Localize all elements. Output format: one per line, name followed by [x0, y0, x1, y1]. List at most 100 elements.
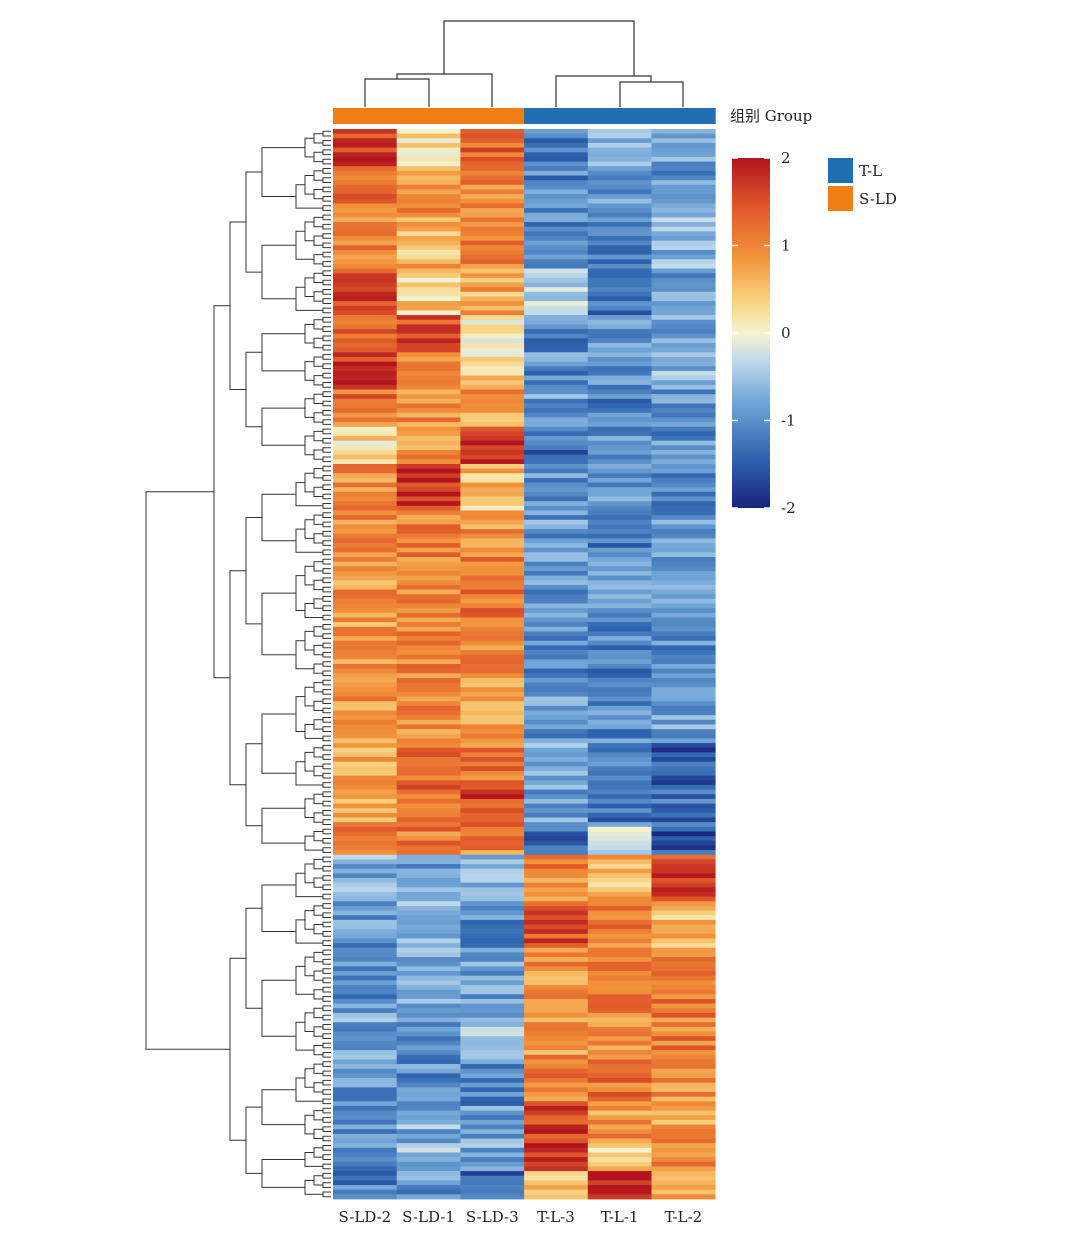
heatmap-cell: [651, 724, 716, 730]
row-dendro-link: [322, 949, 331, 956]
row-dendro-link: [261, 244, 296, 300]
heatmap-cell: [396, 361, 461, 367]
heatmap-cell: [396, 389, 461, 395]
heatmap-cell: [333, 277, 398, 283]
heatmap-cell: [460, 631, 525, 637]
heatmap-cell: [587, 896, 652, 902]
heatmap-cell: [396, 631, 461, 637]
heatmap-cell: [587, 1003, 652, 1009]
heatmap-cell: [396, 664, 461, 670]
heatmap-cell: [524, 738, 589, 744]
heatmap-cell: [396, 450, 461, 456]
heatmap-cell: [651, 966, 716, 972]
row-dendro-link: [322, 921, 331, 928]
heatmap-cell: [460, 910, 525, 916]
heatmap-cell: [333, 1036, 398, 1042]
row-dendro-link: [313, 877, 323, 888]
row-dendro-link: [229, 570, 246, 786]
heatmap-cell: [587, 166, 652, 172]
heatmap-cell: [524, 184, 589, 190]
heatmap-cell: [396, 598, 461, 604]
heatmap-cell: [460, 394, 525, 400]
heatmap-cell: [524, 291, 589, 297]
heatmap-cell: [587, 812, 652, 818]
heatmap-cell: [524, 747, 589, 753]
heatmap-cell: [524, 166, 589, 172]
heatmap-cell: [524, 998, 589, 1005]
heatmap-cell: [587, 1124, 652, 1130]
heatmap-cell: [651, 831, 716, 837]
row-dendro-link: [322, 1145, 331, 1151]
row-dendro-link: [261, 493, 296, 542]
heatmap-cell: [587, 175, 652, 181]
heatmap-cell: [396, 719, 461, 725]
heatmap-cell: [651, 319, 716, 325]
heatmap-cell: [651, 580, 716, 586]
heatmap-cell: [524, 915, 589, 921]
heatmap-cell: [524, 910, 589, 916]
heatmap-cell: [333, 780, 398, 786]
heatmap-cell: [396, 440, 461, 446]
heatmap-cell: [524, 147, 589, 153]
heatmap-cell: [460, 747, 525, 753]
heatmap-cell: [333, 985, 398, 991]
heatmap-cell: [396, 1026, 461, 1032]
heatmap-cell: [333, 1087, 398, 1093]
heatmap-cell: [333, 1096, 398, 1102]
heatmap-cell: [460, 454, 525, 460]
heatmap-cell: [587, 1138, 652, 1144]
row-dendro-link: [313, 905, 323, 916]
row-dendro-link: [313, 1007, 323, 1019]
heatmap-cell: [651, 1017, 716, 1023]
heatmap-cell: [460, 891, 525, 898]
heatmap-cell: [587, 1022, 652, 1028]
heatmap-cell: [333, 198, 398, 204]
heatmap-cell: [587, 961, 652, 967]
heatmap-cell: [524, 398, 589, 404]
heatmap-cell: [460, 240, 525, 246]
row-dendro-link: [304, 472, 314, 493]
heatmap-cell: [651, 180, 716, 186]
heatmap-cell: [396, 491, 461, 497]
heatmap-cell: [396, 1017, 461, 1023]
heatmap-cell: [651, 361, 716, 367]
row-dendro-link: [322, 456, 331, 463]
heatmap-cell: [460, 580, 525, 586]
heatmap-cell: [396, 1073, 461, 1079]
row-dendro-link: [322, 940, 331, 946]
heatmap-cell: [651, 598, 716, 604]
column-label: T-L-3: [537, 1208, 575, 1226]
row-dendro-link: [304, 519, 314, 539]
heatmap-cell: [524, 929, 589, 935]
heatmap-cell: [333, 515, 398, 521]
heatmap-cell: [396, 533, 461, 539]
heatmap-cell: [460, 557, 525, 563]
heatmap-cell: [587, 868, 652, 874]
row-dendro-link: [322, 819, 331, 825]
heatmap-cell: [651, 989, 716, 995]
heatmap-cell: [396, 952, 461, 958]
heatmap-cell: [524, 1171, 589, 1177]
heatmap-cell: [333, 933, 398, 939]
heatmap-cell: [460, 873, 525, 879]
heatmap-cell: [651, 249, 716, 256]
heatmap-cell: [396, 938, 461, 944]
heatmap-cell: [396, 971, 461, 977]
heatmap-cell: [396, 231, 461, 237]
heatmap-cell: [333, 682, 398, 688]
row-dendro-link: [304, 435, 314, 456]
heatmap-cell: [460, 1031, 525, 1037]
heatmap-cell: [460, 836, 525, 842]
row-dendro-link: [322, 475, 331, 481]
heatmap-cell: [587, 617, 652, 623]
heatmap-cell: [333, 845, 398, 851]
row-dendro-link: [295, 528, 323, 553]
heatmap-cell: [524, 757, 589, 763]
heatmap-cell: [333, 598, 398, 604]
heatmap-cell: [333, 1133, 398, 1139]
heatmap-cell: [524, 170, 589, 176]
heatmap-cell: [460, 245, 525, 251]
row-dendro-link: [322, 856, 331, 863]
heatmap-cell: [460, 608, 525, 614]
heatmap-cell: [587, 352, 652, 358]
